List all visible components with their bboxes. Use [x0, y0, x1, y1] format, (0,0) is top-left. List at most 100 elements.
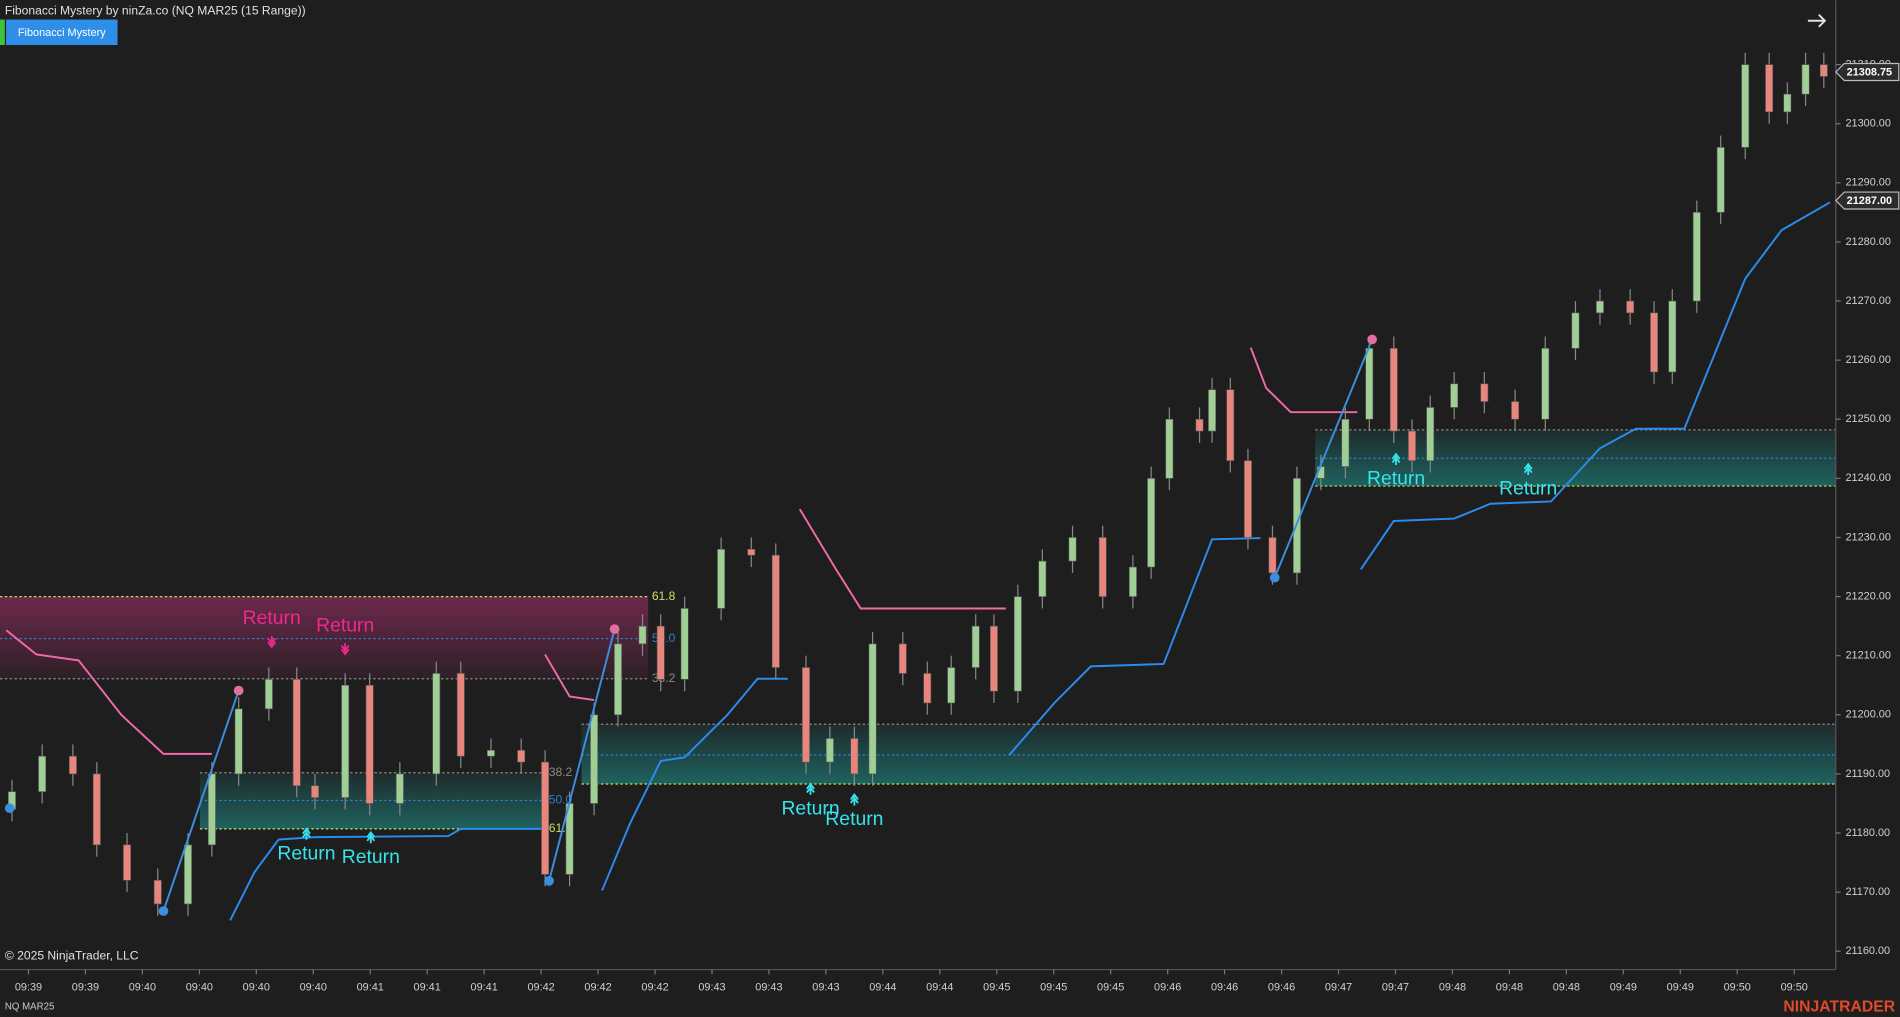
candle-body — [1147, 478, 1156, 568]
indicator-button[interactable] — [6, 19, 118, 46]
candle-body — [1038, 560, 1047, 597]
x-tick-label: 09:46 — [1211, 982, 1238, 994]
trailing-line — [229, 201, 1831, 921]
y-tick-label: 21190.00 — [1845, 768, 1890, 780]
return-signal-label: Return — [243, 607, 301, 629]
swing-low-dot — [158, 906, 169, 916]
x-tick-label: 09:43 — [812, 982, 839, 994]
x-tick-label: 09:48 — [1553, 982, 1580, 994]
return-signal-arrow — [267, 636, 277, 649]
candle-body — [1208, 389, 1217, 432]
candle-body — [1801, 64, 1810, 95]
candle-body — [1450, 383, 1459, 408]
swing-high-dot — [609, 624, 620, 634]
swing-line — [162, 690, 240, 912]
candle-body — [264, 679, 273, 710]
candle-body — [207, 773, 216, 846]
x-tick-label: 09:45 — [983, 982, 1010, 994]
candle-body — [456, 673, 465, 757]
candle-body — [1244, 460, 1252, 538]
price-tag — [1834, 191, 1900, 210]
x-tick-label: 09:41 — [357, 982, 384, 994]
candle-body — [1365, 348, 1374, 420]
plot-area: 61.850.038.261.850.038.2ReturnReturnRetu… — [0, 52, 1836, 921]
y-tick-label: 21170.00 — [1845, 886, 1890, 898]
swing-high-dot — [1367, 334, 1377, 345]
stop-line — [5, 347, 1358, 755]
candle-body — [1716, 147, 1725, 213]
fib-level-label: 38.2 — [549, 765, 573, 779]
x-tick-label: 09:49 — [1667, 982, 1694, 994]
candle-body — [1341, 418, 1350, 467]
return-signal-label: Return — [316, 614, 374, 636]
candle-body — [656, 625, 665, 680]
indicator-button-label[interactable]: Fibonacci Mystery — [18, 27, 106, 39]
candle-body — [395, 773, 404, 804]
y-tick-label: 21200.00 — [1845, 709, 1890, 721]
x-tick-label: 09:40 — [243, 982, 270, 994]
price-tag — [1834, 62, 1900, 82]
candle-body — [38, 755, 47, 792]
x-tick-label: 09:44 — [869, 982, 896, 994]
x-tick-label: 09:50 — [1724, 982, 1751, 994]
candle-body — [1819, 64, 1828, 77]
return-signal-arrow — [1523, 462, 1533, 476]
candle-body — [802, 667, 810, 763]
candle-body — [541, 761, 550, 875]
candle-body — [311, 785, 319, 798]
fib-level-label: 61.8 — [652, 589, 676, 603]
y-tick-label: 21270.00 — [1845, 295, 1890, 307]
candle-body — [1511, 401, 1520, 420]
candle-body — [1268, 537, 1277, 574]
candle-body — [365, 684, 374, 804]
candle-body — [1626, 300, 1635, 314]
x-tick-label: 09:48 — [1439, 982, 1466, 994]
return-signal-arrow — [1391, 452, 1401, 466]
x-tick-label: 09:41 — [471, 982, 498, 994]
x-tick-label: 09:39 — [15, 982, 42, 994]
swing-low-dot — [4, 803, 15, 814]
candle-body — [123, 844, 131, 881]
y-tick-label: 21220.00 — [1845, 590, 1890, 602]
candle-body — [590, 714, 599, 804]
y-tick-label: 21230.00 — [1845, 531, 1890, 543]
candle-body — [234, 708, 243, 775]
candle-body — [1128, 566, 1137, 597]
y-tick-label: 21160.00 — [1845, 945, 1890, 957]
return-signal-arrow — [850, 793, 859, 806]
candle-body — [747, 548, 756, 556]
x-tick-label: 09:43 — [698, 982, 725, 994]
instrument: NQ MAR25 — [5, 1002, 55, 1013]
candle-body — [292, 679, 301, 787]
price-tag-label: 21287.00 — [1847, 195, 1892, 207]
candle-body — [1013, 596, 1022, 692]
candle-body — [947, 667, 956, 704]
x-tick-label: 09:39 — [72, 982, 99, 994]
x-tick-label: 09:40 — [300, 982, 327, 994]
candle-body — [432, 673, 441, 775]
x-tick-label: 09:40 — [129, 982, 156, 994]
candle-body — [1426, 407, 1435, 461]
indicator-status — [0, 19, 5, 46]
candle-body — [153, 880, 162, 905]
candle-body — [1668, 300, 1677, 373]
candle-body — [184, 844, 192, 905]
price-tag-label: 21308.75 — [1847, 66, 1892, 78]
swing-low-dot — [1269, 572, 1280, 583]
return-signal-arrow — [806, 782, 815, 795]
swing-low-dot — [544, 876, 554, 886]
candle-body — [898, 643, 907, 674]
candle-body — [1741, 64, 1750, 148]
candle-body — [989, 625, 998, 692]
expand-arrow[interactable] — [1807, 14, 1827, 28]
x-tick-label: 09:43 — [755, 982, 782, 994]
return-signal-label: Return — [342, 846, 400, 868]
candle-body — [1480, 383, 1489, 402]
candle-body — [341, 684, 350, 798]
candle-body — [1195, 418, 1204, 432]
x-tick-label: 09:50 — [1781, 982, 1808, 994]
candle-body — [92, 773, 101, 846]
candle-body — [825, 738, 834, 763]
candle-body — [1408, 430, 1416, 461]
candle-body — [1389, 348, 1398, 432]
